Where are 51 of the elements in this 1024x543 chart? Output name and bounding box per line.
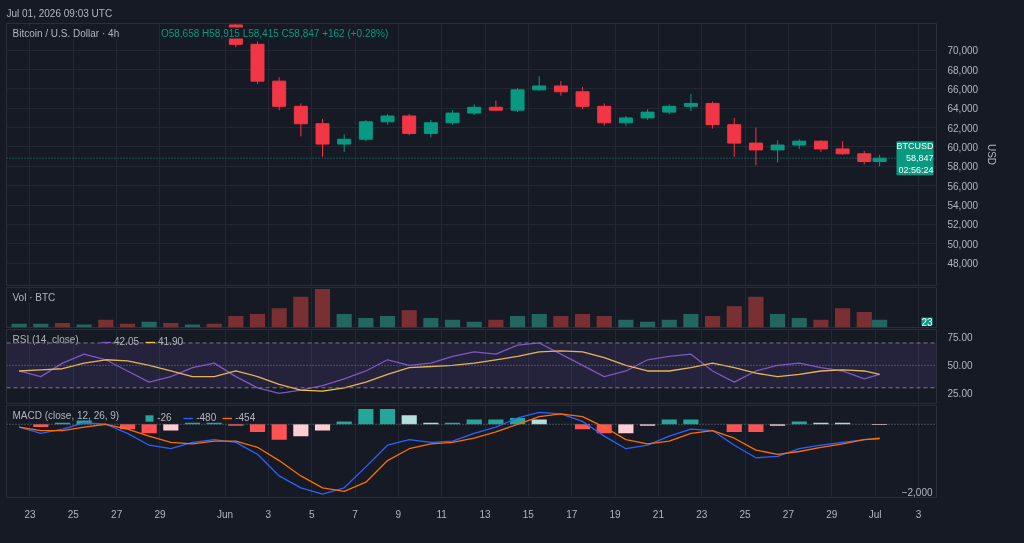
x-tick-label: 23 xyxy=(696,508,708,520)
chart-subtitle: O58,658 H58,915 L58,415 C58,847 +162 (+0.28%) xyxy=(160,27,389,39)
legend-label: 42.05 xyxy=(114,336,140,347)
x-tick-label: 3 xyxy=(915,508,922,520)
y-tick-label: 64,000 xyxy=(947,103,979,115)
x-tick-label: 15 xyxy=(522,508,535,520)
y-tick-label: 54,000 xyxy=(947,200,979,212)
x-tick-label: 7 xyxy=(352,508,359,520)
y-tick-label: 75.00 xyxy=(947,332,973,344)
y-tick-label: 50,000 xyxy=(947,238,979,250)
x-tick-label: 29 xyxy=(154,508,166,520)
chart-title: MACD (close, 12, 26, 9) xyxy=(12,409,120,421)
annotation: −2,000 xyxy=(901,486,933,498)
y-tick-label: 60,000 xyxy=(947,141,979,153)
x-tick-label: 29 xyxy=(826,508,838,520)
x-tick-label: 25 xyxy=(739,508,752,520)
annotation: 23 xyxy=(921,316,933,328)
legend-label: -454 xyxy=(235,412,256,423)
y-tick-label: 58,000 xyxy=(947,161,979,173)
y-tick-label: 48,000 xyxy=(947,258,979,270)
y-tick-label: 68,000 xyxy=(947,64,979,76)
y-tick-label: 62,000 xyxy=(947,122,979,134)
y-tick-label: 66,000 xyxy=(947,83,979,95)
x-tick-label: Jul xyxy=(868,508,882,520)
x-tick-label: 9 xyxy=(395,508,402,520)
x-tick-label: 17 xyxy=(566,508,578,520)
x-tick-label: 13 xyxy=(479,508,492,520)
legend-label: -480 xyxy=(196,412,217,423)
x-tick-label: 27 xyxy=(111,508,123,520)
y-tick-label: 56,000 xyxy=(947,180,979,192)
x-tick-label: 25 xyxy=(67,508,80,520)
x-tick-label: 21 xyxy=(652,508,665,520)
y-tick-label: 25.00 xyxy=(947,388,973,400)
y-axis-title: USD xyxy=(986,143,998,166)
x-tick-label: Jun xyxy=(216,508,234,520)
chart-title: Bitcoin / U.S. Dollar · 4h xyxy=(12,27,120,39)
x-tick-label: 19 xyxy=(609,508,622,520)
chart-title: RSI (14, close) xyxy=(12,333,79,345)
y-tick-label: 52,000 xyxy=(947,219,979,231)
x-tick-label: 27 xyxy=(782,508,795,520)
x-tick-label: 5 xyxy=(308,508,315,520)
x-tick-label: 23 xyxy=(24,508,36,520)
text: Jul 01, 2026 09:03 UTC xyxy=(6,7,113,19)
legend-label: -26 xyxy=(157,412,173,423)
x-tick-label: 3 xyxy=(265,508,272,520)
x-tick-label: 11 xyxy=(436,508,448,520)
y-tick-label: 70,000 xyxy=(947,45,979,57)
legend-label: 41.90 xyxy=(158,336,184,347)
ref-line-label: BTCUSD 58,847 02:56:24 xyxy=(896,141,934,176)
y-tick-label: 50.00 xyxy=(947,360,973,372)
chart-title: Vol · BTC xyxy=(12,291,56,303)
